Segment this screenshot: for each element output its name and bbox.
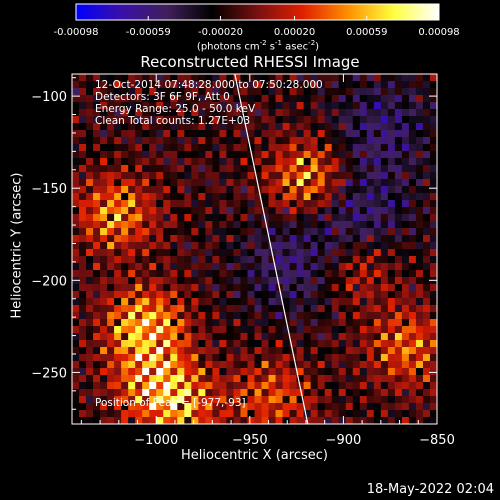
x-axis-label: Heliocentric X (arcsec) [181, 448, 328, 463]
plot-title: Reconstructed RHESSI Image [140, 53, 360, 71]
colorbar-tick-label: 0.00020 [274, 27, 315, 38]
colorbar-tick-label: -0.00098 [54, 27, 99, 38]
y-tick-label: −250 [31, 366, 67, 381]
colorbar-tick-label: -0.00020 [198, 27, 243, 38]
annotation-detectors: Detectors: 3F 6F 9F, Att 0 [95, 91, 230, 103]
x-tick-label: −950 [232, 433, 268, 448]
x-axis: −1000 −950 −900 −850 [80, 74, 455, 448]
y-tick-label: −100 [31, 90, 67, 105]
y-tick-label: −200 [31, 274, 67, 289]
annotation-peak-position: Position of Peak = [-977,-93] [95, 397, 246, 409]
annotation-time-range: 12-Oct-2014 07:48:28.000 to 07:50:28.000 [95, 79, 323, 91]
colorbar-gradient [75, 3, 440, 21]
annotation-clean-counts: Clean Total counts: 1.27E+03 [95, 115, 251, 127]
colorbar-tick-label: -0.00059 [126, 27, 171, 38]
y-tick-label: −150 [31, 182, 67, 197]
y-axis-label: Heliocentric Y (arcsec) [9, 172, 25, 319]
x-tick-label: −900 [326, 433, 362, 448]
heatmap-cells [72, 74, 437, 424]
colorbar-ticks: -0.00098 -0.00059 -0.00020 0.00020 0.00059 0.… [54, 16, 460, 38]
colorbar-unit-label: (photons cm-2 s-1 asec-2) [196, 39, 320, 53]
x-tick-label: −1000 [134, 433, 178, 448]
plot-timestamp: 18-May-2022 02:04 [366, 482, 494, 497]
y-axis: −100 −150 −200 −250 [31, 77, 437, 410]
colorbar-tick-label: 0.00059 [346, 27, 387, 38]
plot-frame [71, 73, 438, 425]
colorbar: -0.00098 -0.00059 -0.00020 0.00020 0.00059 0.… [54, 3, 460, 38]
colorbar-tick-label: 0.00098 [418, 27, 459, 38]
annotation-energy-range: Energy Range: 25.0 - 50.0 keV [95, 103, 256, 115]
x-tick-label: −850 [419, 433, 455, 448]
solar-limb-line [234, 74, 309, 424]
